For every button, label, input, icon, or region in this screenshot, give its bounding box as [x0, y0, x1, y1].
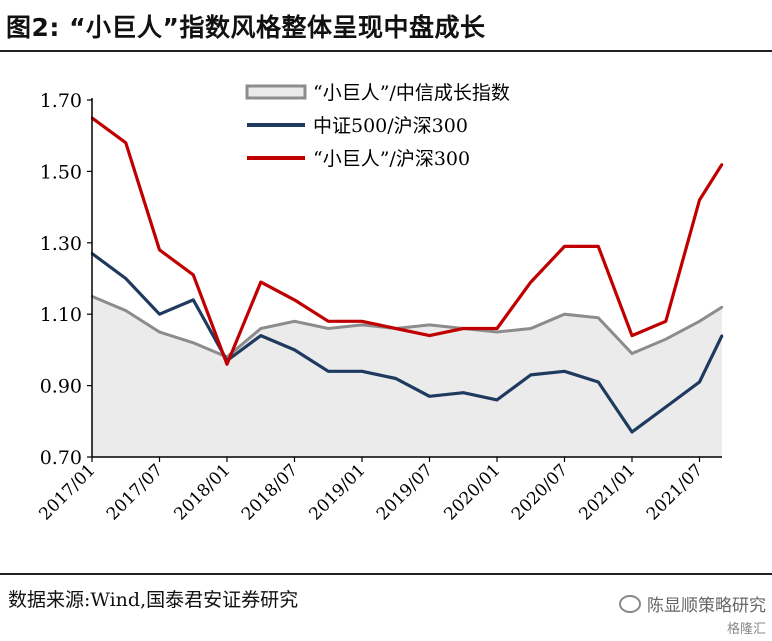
data-point: [124, 277, 128, 280]
data-point: [720, 305, 724, 309]
data-point: [360, 320, 364, 323]
data-point: [563, 370, 566, 373]
data-point: [360, 370, 364, 373]
watermark-account: 陈显顺策略研究: [647, 596, 766, 616]
y-axis: 0.70 0.90 1.10 1.30 1.50 1.70: [40, 90, 93, 469]
data-point: [630, 334, 634, 337]
data-point: [124, 141, 128, 144]
data-point: [428, 334, 431, 337]
legend-label-1: 中证500/沪深300: [313, 115, 468, 137]
wechat-icon: [619, 594, 641, 613]
x-tick-label: 2019/07: [373, 460, 437, 524]
data-point: [394, 377, 397, 380]
data-point: [563, 245, 566, 248]
x-tick-label: 2021/01: [575, 460, 639, 524]
y-tick-label: 1.70: [40, 90, 82, 112]
data-point: [327, 370, 330, 373]
footer-rule: [0, 573, 772, 575]
data-point: [327, 327, 330, 330]
series-line-2: [91, 116, 724, 366]
data-point: [529, 327, 532, 330]
data-point: [428, 323, 431, 327]
data-point: [293, 298, 296, 302]
data-point: [360, 323, 364, 327]
data-point: [293, 348, 296, 352]
data-point: [698, 380, 701, 384]
x-tick-label: 2018/01: [170, 460, 234, 524]
data-point: [225, 363, 229, 366]
watermark: 陈显顺策略研究 格隆汇: [619, 591, 766, 637]
x-axis: 2017/01 2017/07 2018/01 2018/07 2019/01 2019/…: [35, 456, 722, 524]
data-point: [495, 327, 499, 330]
series-line-1: [91, 252, 724, 434]
figure-title: 图2: “小巨人”指数风格整体呈现中盘成长: [6, 13, 486, 42]
y-tick-label: 1.50: [40, 161, 82, 183]
data-point: [698, 198, 701, 202]
data-point: [720, 334, 724, 337]
x-tick-label: 2017/07: [103, 460, 167, 524]
source-note: 数据来源:Wind,国泰君安证券研究: [8, 589, 299, 611]
data-point: [259, 280, 262, 284]
data-point: [259, 334, 262, 337]
figure-header: 图2: “小巨人”指数风格整体呈现中盘成长: [0, 0, 772, 52]
x-tick-label: 2017/01: [35, 460, 99, 524]
data-point: [192, 273, 195, 277]
x-tick-label: 2019/01: [305, 460, 369, 524]
line-chart: 0.700.901.101.301.501.70 2017/01 2017/07 2…: [35, 82, 724, 524]
data-point: [158, 330, 161, 334]
data-point: [597, 245, 600, 248]
x-tick-label: 2020/07: [508, 460, 572, 524]
watermark-site: 格隆汇: [726, 622, 766, 637]
series-line-0: [91, 295, 723, 359]
legend-label-2: “小巨人”/沪深300: [313, 148, 470, 170]
data-point: [563, 313, 566, 316]
data-point: [462, 327, 465, 330]
data-point: [664, 338, 667, 341]
data-point: [428, 395, 431, 398]
data-point: [192, 298, 195, 302]
data-point: [630, 352, 634, 355]
data-point: [664, 320, 667, 323]
data-point: [124, 309, 128, 312]
data-point: [495, 330, 499, 334]
x-tick-label: 2020/01: [440, 460, 504, 524]
y-tick-label: 0.90: [40, 376, 82, 398]
x-tick-label: 2021/07: [643, 460, 707, 524]
data-point: [158, 313, 161, 316]
data-point: [293, 320, 296, 323]
data-point: [664, 405, 667, 409]
data-point: [462, 391, 465, 394]
data-point: [394, 327, 397, 330]
y-tick-label: 1.30: [40, 233, 82, 255]
data-point: [597, 380, 600, 384]
area-layer: [90, 295, 724, 457]
legend-swatch-0: [245, 84, 307, 100]
data-point: [529, 280, 532, 284]
data-point: [630, 430, 634, 434]
data-point: [698, 320, 701, 323]
y-tick-label: 1.10: [40, 304, 82, 326]
x-tick-label: 2018/07: [238, 460, 302, 524]
data-point: [327, 320, 330, 323]
series-area-fill: [92, 296, 722, 457]
data-point: [720, 163, 724, 166]
data-point: [158, 248, 161, 252]
data-point: [192, 341, 195, 344]
data-point: [495, 398, 499, 402]
data-point: [529, 373, 532, 377]
legend-label-0: “小巨人”/中信成长指数: [313, 82, 510, 104]
data-point: [597, 316, 600, 319]
lines-layer: [90, 116, 724, 434]
y-tick-label: 0.70: [40, 447, 82, 469]
data-point: [259, 327, 262, 330]
